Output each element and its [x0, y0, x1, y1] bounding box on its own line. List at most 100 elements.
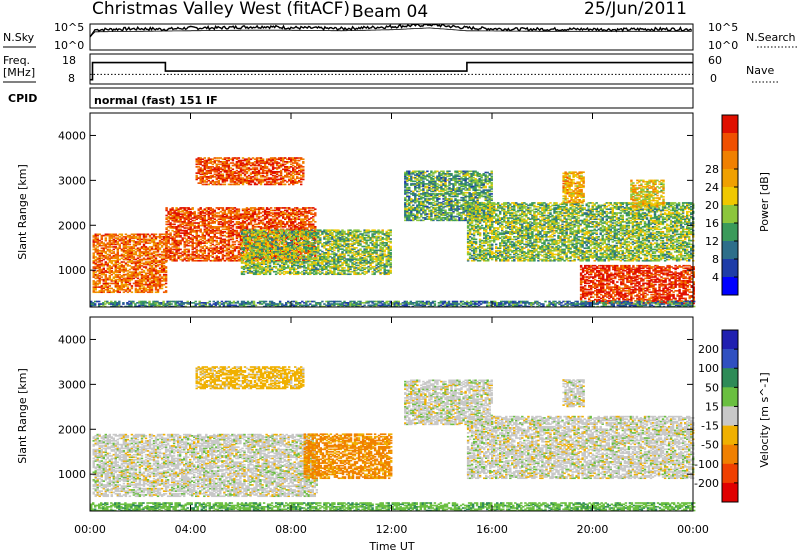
heatmap-cell: [189, 210, 192, 213]
heatmap-cell: [94, 239, 97, 242]
heatmap-cell: [94, 263, 97, 266]
heatmap-cell: [195, 158, 198, 161]
heatmap-cell: [219, 173, 223, 176]
heatmap-cell: [290, 224, 293, 227]
heatmap-cell: [231, 183, 235, 186]
heatmap-cell: [128, 237, 132, 239]
heatmap-cell: [227, 159, 231, 162]
heatmap-cell: [288, 208, 291, 211]
heatmap-cell: [279, 228, 283, 231]
heatmap-cell: [227, 215, 231, 218]
heatmap-cell: [221, 173, 225, 176]
heatmap-cell: [177, 219, 180, 222]
heatmap-cell: [263, 217, 267, 219]
heatmap-cell: [134, 290, 138, 292]
heatmap-cell: [243, 159, 247, 162]
heatmap-cell: [229, 178, 233, 181]
heatmap-cell: [165, 223, 168, 226]
heatmap-cell: [106, 243, 110, 246]
heatmap-cell: [245, 168, 249, 171]
heatmap-cell: [253, 161, 257, 163]
heatmap-cell: [124, 263, 128, 266]
heatmap-cell: [140, 278, 144, 281]
heatmap-cell: [191, 212, 194, 214]
heatmap-cell: [100, 272, 104, 275]
heatmap-cell: [211, 210, 215, 213]
heatmap-cell: [229, 222, 233, 224]
heatmap-cell: [235, 163, 239, 166]
heatmap-cell: [162, 249, 166, 252]
heatmap-cell: [261, 234, 265, 237]
heatmap-cell: [195, 233, 198, 236]
heatmap-cell: [167, 236, 170, 238]
heatmap-cell: [169, 254, 172, 257]
heatmap-cell: [110, 273, 114, 276]
heatmap-cell: [96, 233, 99, 236]
heatmap-cell: [171, 259, 174, 262]
heatmap-cell: [154, 259, 158, 262]
heatmap-cell: [279, 157, 283, 159]
heatmap-cell: [177, 234, 180, 237]
heatmap-cell: [120, 261, 124, 263]
heatmap-cell: [277, 222, 281, 224]
heatmap-cell: [193, 217, 196, 219]
heatmap-cell: [98, 249, 101, 252]
heatmap-cell: [148, 290, 152, 292]
heatmap-cell: [223, 215, 227, 218]
heatmap-cell: [138, 249, 142, 252]
heatmap-cell: [92, 259, 95, 262]
heatmap-cell: [241, 251, 245, 253]
heatmap-cell: [158, 242, 162, 244]
heatmap-cell: [185, 214, 188, 217]
heatmap-cell: [247, 212, 251, 214]
heatmap-cell: [233, 163, 237, 166]
heatmap-cell: [237, 164, 241, 167]
heatmap-cell: [124, 283, 128, 286]
heatmap-cell: [258, 244, 262, 247]
heatmap-cell: [124, 277, 128, 280]
heatmap-cell: [187, 232, 190, 234]
heatmap-cell: [187, 251, 190, 253]
heatmap-cell: [209, 209, 213, 212]
heatmap-cell: [156, 246, 160, 248]
heatmap-cell: [124, 278, 128, 281]
heatmap-cell: [185, 223, 188, 226]
heatmap-cell: [191, 217, 194, 219]
heatmap-cell: [233, 178, 237, 181]
heatmap-cell: [308, 209, 311, 212]
heatmap-cell: [199, 214, 202, 217]
heatmap-cell: [215, 232, 219, 234]
heatmap-cell: [225, 178, 229, 181]
heatmap-cell: [156, 283, 160, 286]
heatmap-cell: [267, 227, 271, 229]
heatmap-cell: [185, 207, 188, 209]
heatmap-cell: [134, 236, 138, 238]
heatmap-cell: [197, 161, 200, 163]
heatmap-cell: [253, 167, 257, 169]
heatmap-cell: [275, 224, 279, 227]
heatmap-cell: [146, 254, 150, 257]
heatmap-cell: [132, 253, 136, 256]
heatmap-cell: [239, 224, 243, 227]
heatmap-cell: [237, 163, 241, 166]
heatmap-cell: [231, 212, 235, 214]
freq-tick-top: 18: [62, 54, 76, 67]
heatmap-cell: [225, 243, 229, 246]
heatmap-cell: [237, 221, 241, 223]
heatmap-cell: [319, 264, 322, 267]
noise-left-label: N.Sky: [3, 31, 35, 44]
heatmap-cell: [227, 253, 231, 256]
heatmap-cell: [92, 248, 95, 251]
heatmap-cell: [282, 213, 285, 216]
heatmap-cell: [140, 241, 144, 243]
heatmap-cell: [213, 181, 217, 183]
heatmap-cell: [191, 248, 194, 251]
heatmap-cell: [144, 272, 148, 275]
heatmap-cell: [217, 249, 221, 252]
heatmap-cell: [130, 236, 134, 238]
heatmap-cell: [241, 208, 245, 211]
heatmap-cell: [173, 257, 176, 260]
heatmap-cell: [154, 261, 158, 263]
heatmap-cell: [169, 247, 172, 250]
heatmap-cell: [110, 271, 114, 273]
